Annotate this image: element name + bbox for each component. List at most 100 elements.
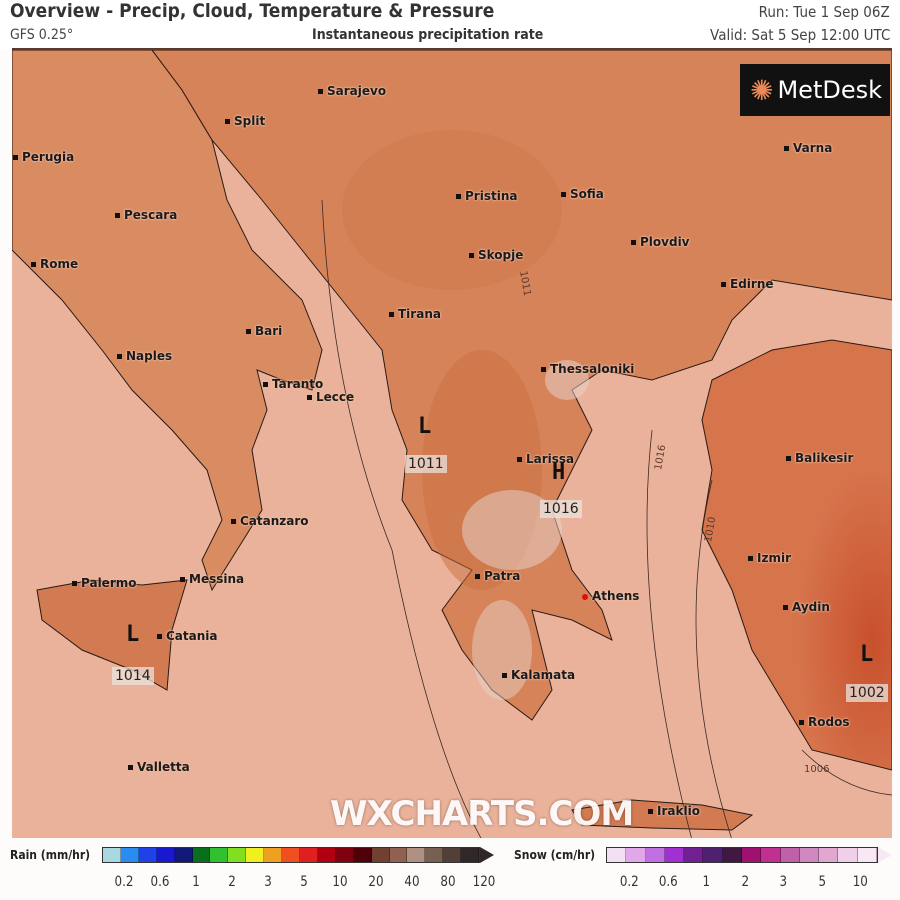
city-label: Thessaloniki: [541, 362, 634, 376]
rain-color-swatch: [228, 848, 247, 862]
snow-tick-label: 0.2: [619, 874, 639, 890]
city-label: Larissa: [517, 452, 574, 466]
rain-tick-label: 0.6: [150, 874, 170, 890]
rain-colorbar-arrow: [480, 847, 494, 863]
rain-color-swatch: [443, 848, 462, 862]
city-label: Aydin: [783, 600, 830, 614]
logo-flower-icon: ✺: [750, 73, 774, 107]
metdesk-logo: ✺ MetDesk: [740, 64, 890, 116]
snow-color-swatch: [703, 848, 723, 862]
city-label: Balikesir: [786, 451, 853, 465]
rain-tick-label: 40: [404, 874, 420, 890]
header: Overview - Precip, Cloud, Temperature & …: [0, 0, 900, 50]
city-label: Izmir: [748, 551, 791, 565]
city-label: Perugia: [13, 150, 74, 164]
pressure-centre-symbol: H: [552, 460, 566, 485]
rain-color-swatch: [353, 848, 372, 862]
city-label: Rome: [31, 257, 78, 271]
city-label: Tirana: [389, 307, 441, 321]
city-label: Sofia: [561, 187, 604, 201]
rain-color-swatch: [174, 848, 193, 862]
rain-color-swatch: [335, 848, 354, 862]
rain-color-swatch: [317, 848, 336, 862]
city-label: Varna: [784, 141, 832, 155]
rain-color-swatch: [425, 848, 444, 862]
city-label: Catania: [157, 629, 218, 643]
city-label: Catanzaro: [231, 514, 309, 528]
watermark: WXCHARTS.COM: [330, 794, 634, 834]
pressure-value: 1016: [540, 500, 582, 518]
map-background: [12, 50, 892, 838]
rain-color-swatch: [407, 848, 426, 862]
rain-tick-label: 2: [228, 874, 236, 890]
land-italy: [12, 50, 323, 592]
land-turkey: [701, 339, 892, 771]
rain-color-swatch: [120, 848, 139, 862]
rain-color-swatch: [192, 848, 211, 862]
rain-colorbar: [102, 847, 480, 863]
rain-tick-label: 0.2: [114, 874, 134, 890]
rain-color-swatch: [210, 848, 229, 862]
city-label: Valletta: [128, 760, 190, 774]
city-label: Pristina: [456, 189, 517, 203]
snow-tick-label: 0.6: [658, 874, 678, 890]
snow-color-swatch: [819, 848, 839, 862]
rain-color-swatch: [246, 848, 265, 862]
logo-text: MetDesk: [777, 76, 882, 104]
snow-color-swatch: [684, 848, 704, 862]
rain-tick-label: 120: [472, 874, 496, 890]
snow-color-swatch: [664, 848, 685, 862]
rain-ticks: 0.2 0.6 1 2 3 5 10 20 40 80 120: [106, 874, 502, 890]
city-label: Bari: [246, 324, 282, 338]
snow-colorbar: [606, 847, 878, 863]
model-label: GFS 0.25°: [10, 27, 74, 43]
snow-color-swatch: [722, 848, 742, 862]
pressure-centre-symbol: L: [418, 414, 432, 439]
pressure-value: 1011: [405, 455, 447, 473]
snow-tick-label: 1: [702, 874, 711, 890]
snow-color-swatch: [645, 848, 665, 862]
city-label: Lecce: [307, 390, 354, 404]
rain-color-swatch: [103, 848, 121, 862]
weather-map: ✺ MetDesk Sarajevo Split Perugia Pescara …: [12, 48, 892, 838]
rain-color-swatch: [138, 848, 157, 862]
rain-tick-label: 5: [300, 874, 308, 890]
snow-color-swatch: [857, 848, 877, 862]
city-label: Split: [225, 114, 265, 128]
city-label: Messina: [180, 572, 244, 586]
rain-legend-label: Rain (mm/hr): [10, 848, 91, 862]
snow-ticks: 0.2 0.6 1 2 3 5 10: [610, 874, 880, 890]
snow-color-swatch: [780, 848, 800, 862]
isobar-label: 1006: [804, 764, 830, 775]
parameter-label: Instantaneous precipitation rate: [312, 27, 544, 43]
rain-tick-label: 1: [192, 874, 200, 890]
snow-tick-label: 5: [818, 874, 826, 890]
valid-time: Valid: Sat 5 Sep 12:00 UTC: [709, 26, 890, 44]
city-label: Taranto: [263, 377, 323, 391]
city-label: Rodos: [799, 715, 849, 729]
chart-title: Overview - Precip, Cloud, Temperature & …: [10, 0, 495, 22]
city-label: Naples: [117, 349, 172, 363]
city-label: Kalamata: [502, 668, 575, 682]
city-label: Patra: [475, 569, 520, 583]
city-label: Plovdiv: [631, 235, 690, 249]
snow-tick-label: 3: [779, 874, 788, 890]
run-time: Run: Tue 1 Sep 06Z: [758, 3, 890, 21]
snow-legend-label: Snow (cm/hr): [514, 848, 596, 862]
city-label: Skopje: [469, 248, 523, 262]
city-label-capital: Athens: [582, 589, 639, 603]
snow-tick-label: 10: [853, 874, 869, 890]
snow-tick-label: 2: [741, 874, 749, 890]
rain-color-swatch: [264, 848, 283, 862]
rain-color-swatch: [461, 848, 480, 862]
snow-color-swatch: [761, 848, 781, 862]
snow-color-swatch: [799, 848, 820, 862]
rain-color-swatch: [156, 848, 175, 862]
city-label: Edirne: [721, 277, 774, 291]
snow-colorbar-arrow: [878, 847, 892, 863]
rain-tick-label: 3: [264, 874, 272, 890]
city-label: Palermo: [72, 576, 137, 590]
rain-color-swatch: [371, 848, 390, 862]
pressure-centre-symbol: L: [860, 642, 874, 667]
pressure-value: 1014: [112, 667, 154, 685]
